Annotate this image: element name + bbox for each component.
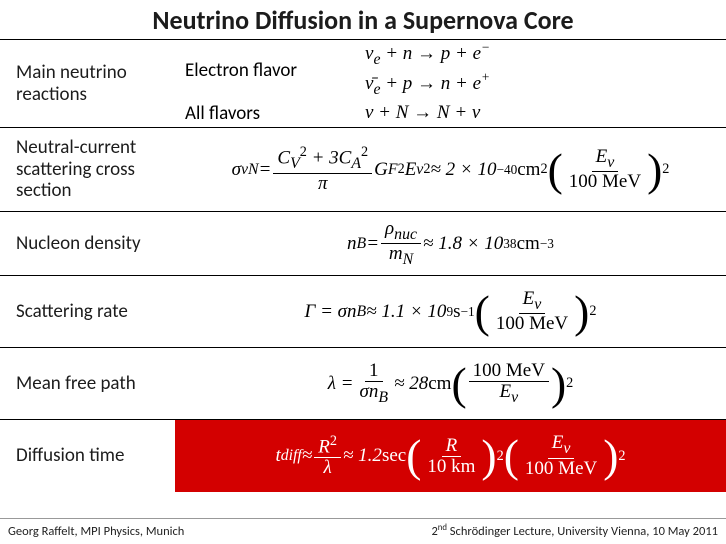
row-sigma: Neutral-current scattering cross section… [0, 128, 726, 212]
electron-flavor-eq: νe + n → p + e− ν̄e + p → n + e+ [335, 40, 726, 100]
electron-flavor-label: Electron flavor [175, 59, 335, 82]
label-reactions: Main neutrino reactions [0, 40, 175, 127]
formula-nb: nB = ρnucmN ≈ 1.8 × 1038 cm−3 [175, 212, 726, 275]
row-gamma: Scattering rate Γ = σnB ≈ 1.1 × 109 s−1 … [0, 276, 726, 348]
row-tdiff: Diffusion time tdiff ≈ R2λ ≈ 1.2 sec (R1… [0, 420, 726, 492]
label-gamma: Scattering rate [0, 276, 175, 347]
all-flavors-eq: ν + N → N + ν [335, 102, 726, 125]
all-flavors-label: All flavors [175, 102, 335, 125]
label-lambda: Mean free path [0, 348, 175, 419]
label-sigma: Neutral-current scattering cross section [0, 128, 175, 211]
reactions-right: Electron flavor νe + n → p + e− ν̄e + p … [175, 40, 726, 127]
label-tdiff: Diffusion time [0, 420, 175, 492]
reactions-electron: Electron flavor νe + n → p + e− ν̄e + p … [175, 40, 726, 100]
footer-right: 2nd Schrödinger Lecture, University Vien… [431, 523, 718, 539]
content-table: Main neutrino reactions Electron flavor … [0, 40, 726, 518]
label-nb: Nucleon density [0, 212, 175, 275]
slide-container: Neutrino Diffusion in a Supernova Core M… [0, 0, 726, 544]
eq-line1: νe + n → p + e− [365, 43, 490, 64]
slide-title: Neutrino Diffusion in a Supernova Core [152, 4, 573, 36]
eq-line2: ν̄e + p → n + e+ [365, 73, 490, 94]
formula-gamma: Γ = σnB ≈ 1.1 × 109 s−1 (Eν100 MeV)2 [175, 276, 726, 347]
footer: Georg Raffelt, MPI Physics, Munich 2nd S… [0, 518, 726, 544]
footer-left: Georg Raffelt, MPI Physics, Munich [8, 524, 184, 539]
row-lambda: Mean free path λ = 1σnB ≈ 28 cm (100 MeV… [0, 348, 726, 420]
formula-lambda: λ = 1σnB ≈ 28 cm (100 MeVEν)2 [175, 348, 726, 419]
formula-tdiff: tdiff ≈ R2λ ≈ 1.2 sec (R10 km)2 (Eν100 M… [175, 420, 726, 492]
reactions-all: All flavors ν + N → N + ν [175, 100, 726, 127]
row-reactions: Main neutrino reactions Electron flavor … [0, 40, 726, 128]
row-nb: Nucleon density nB = ρnucmN ≈ 1.8 × 1038… [0, 212, 726, 276]
formula-sigma: σνN = CV2 + 3CA2π GF2Eν2 ≈ 2 × 10−40cm2 … [175, 128, 726, 211]
title-bar: Neutrino Diffusion in a Supernova Core [0, 0, 726, 40]
